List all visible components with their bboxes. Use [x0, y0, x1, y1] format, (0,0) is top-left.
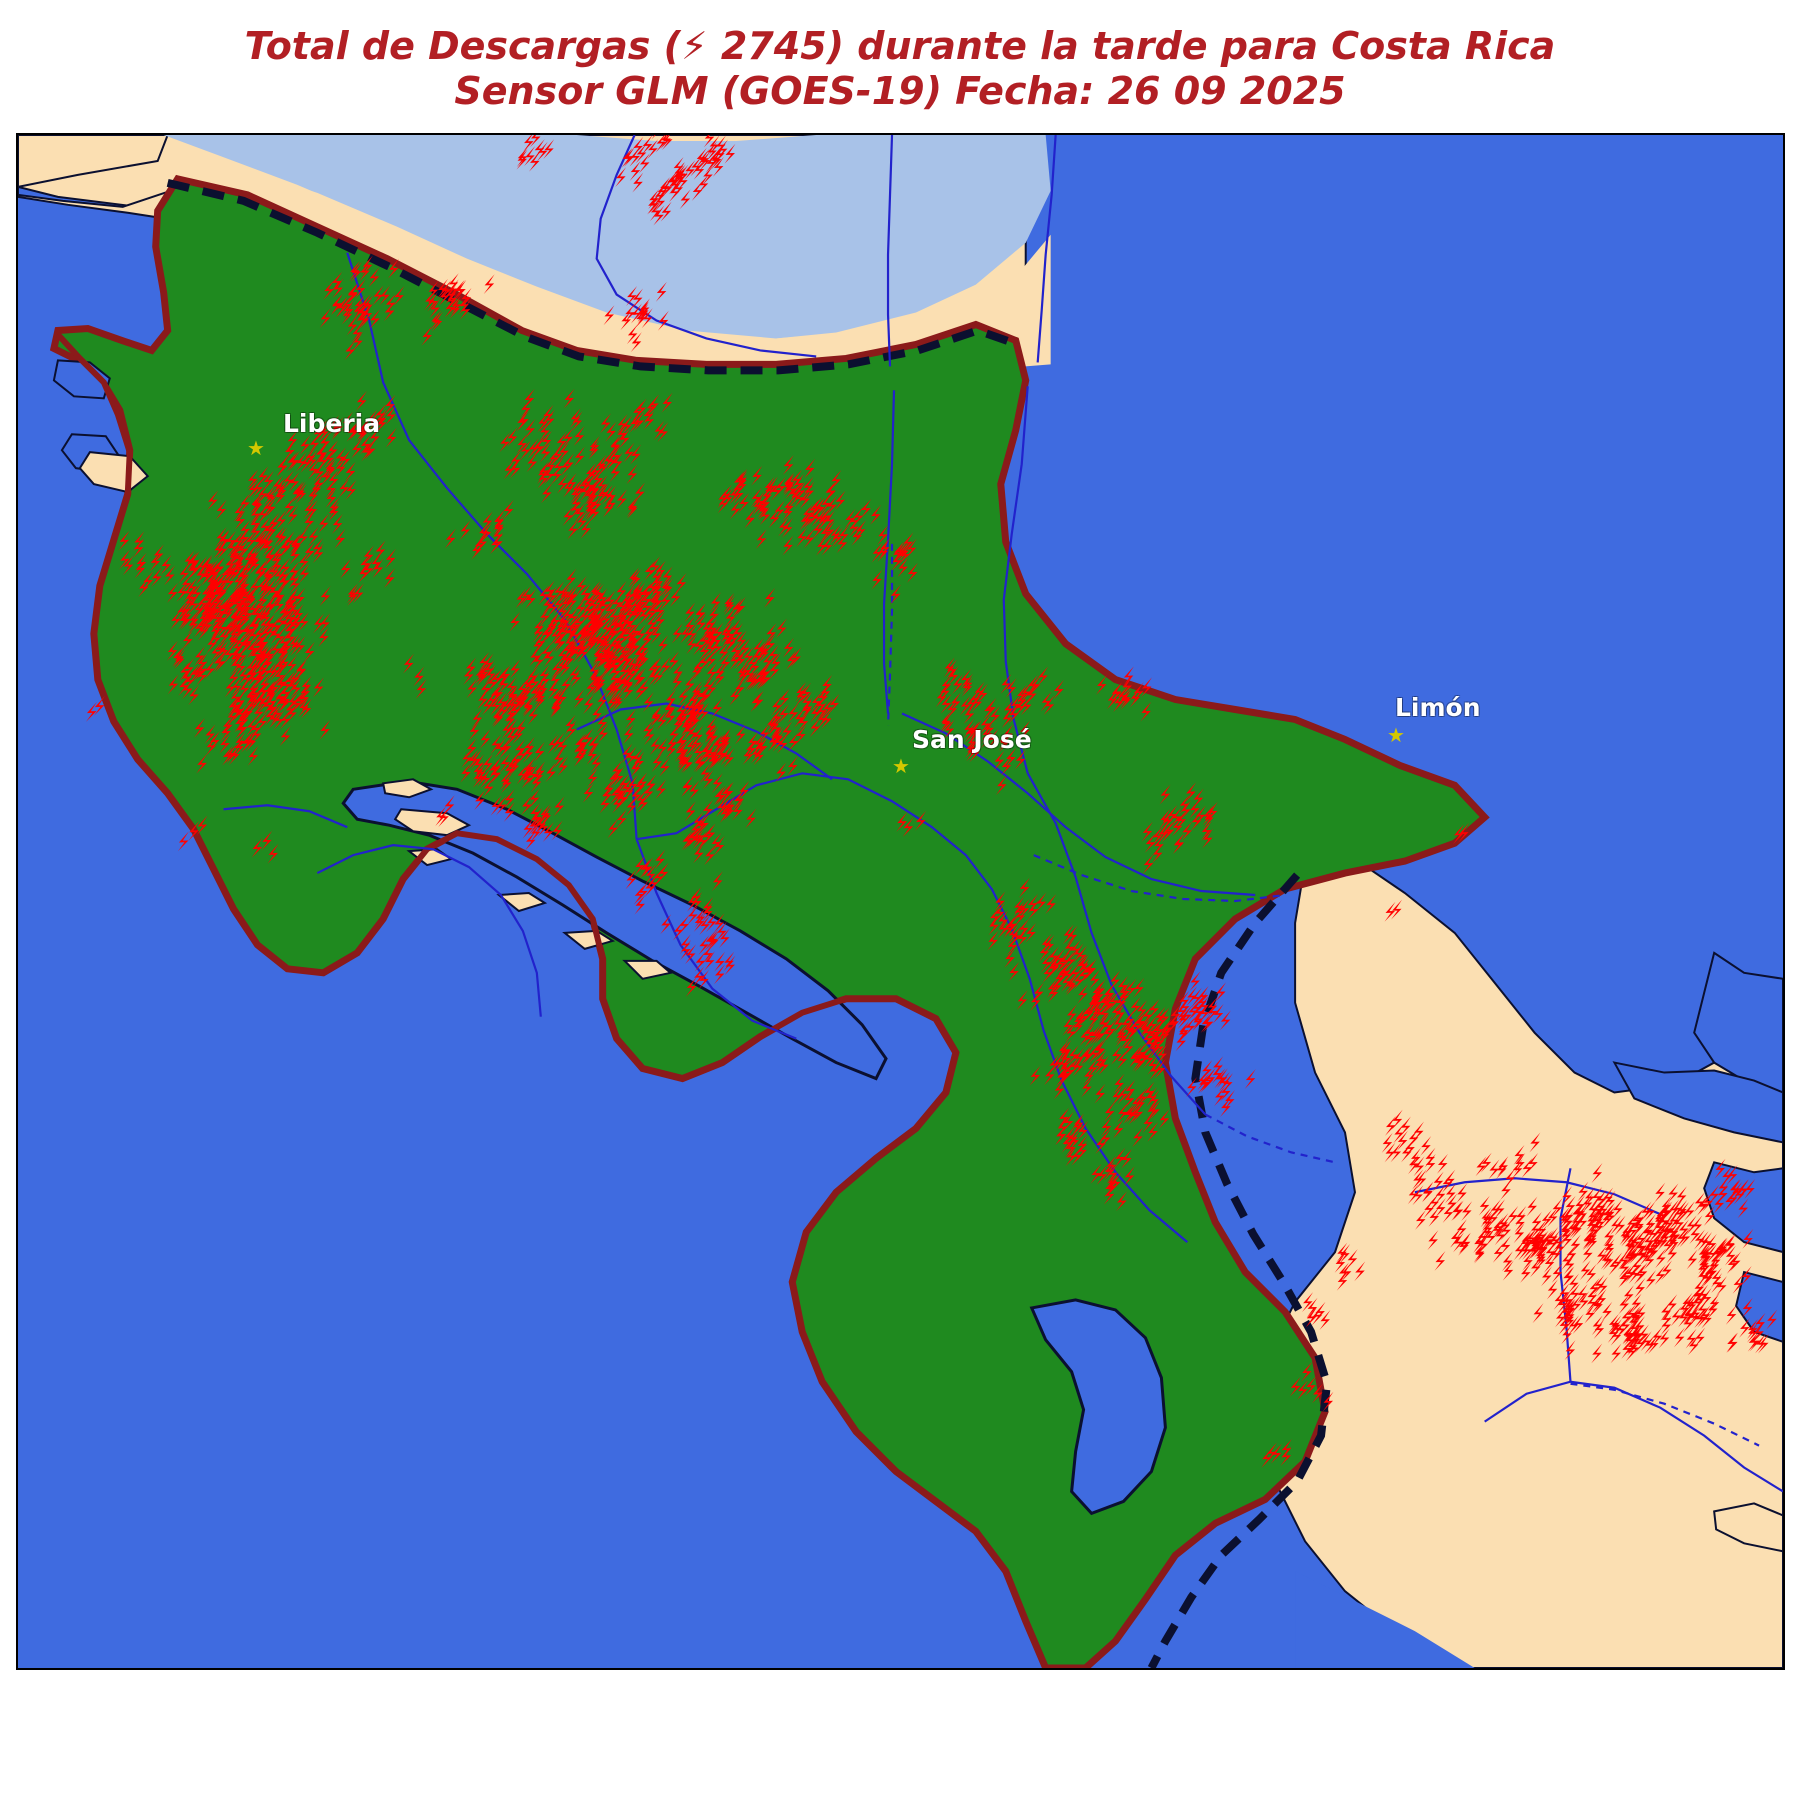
island-nicoya-6	[622, 959, 673, 980]
province-line-1	[346, 252, 638, 840]
lake-nicaragua	[163, 135, 1051, 341]
province-line-7	[1026, 772, 1207, 1116]
bay-papagayo-1	[52, 359, 111, 400]
province-line-12	[1484, 1380, 1783, 1493]
golfo-dulce	[1029, 1298, 1167, 1516]
border-costa-rica-panama[interactable]	[1147, 872, 1332, 1668]
province-line-6	[901, 712, 1256, 897]
province-line-13	[1559, 1168, 1572, 1382]
coastline-pacific	[55, 332, 1049, 1668]
province-line-14	[1414, 1177, 1661, 1216]
province-dotted-4	[1570, 1382, 1760, 1447]
province-borders-group	[223, 135, 1783, 1493]
map-canvas[interactable]: ★ Liberia ★ San José ★ Limón	[16, 133, 1785, 1670]
province-line-9	[316, 844, 542, 1017]
province-dotted-3	[1204, 1113, 1336, 1164]
chart-title: Total de Descargas (⚡ 2745) durante la t…	[0, 24, 1800, 114]
province-line-17	[1036, 135, 1057, 363]
island-nicoya-5	[562, 929, 616, 950]
province-line-2	[882, 390, 896, 714]
island-nicoya-4	[496, 892, 548, 913]
island-nicoya-2	[381, 778, 434, 799]
border-costa-rica-nicaragua[interactable]	[166, 178, 1020, 375]
land-nicaragua-southshore	[137, 160, 1051, 385]
province-line-10	[223, 804, 348, 829]
province-dotted-2	[1033, 854, 1286, 903]
province-line-8	[1010, 928, 1189, 1243]
province-borders-dotted-group	[886, 543, 1760, 1447]
ocean-panama-pacific	[1295, 1571, 1475, 1668]
province-dotted-1	[886, 543, 894, 726]
gulf-of-nicoya	[341, 779, 888, 1081]
province-line-16	[886, 135, 894, 367]
map-svg	[18, 135, 1783, 1668]
ocean-panama-inlet-2	[1612, 1061, 1783, 1144]
province-line-3	[1002, 386, 1029, 774]
title-line-2: Sensor GLM (GOES-19) Fecha: 26 09 2025	[454, 68, 1346, 113]
coastline-northwest	[155, 175, 1017, 368]
province-line-5	[576, 702, 833, 781]
province-line-15	[595, 135, 817, 358]
title-line-1: Total de Descargas (⚡ 2745) durante la t…	[244, 24, 1556, 68]
island-small-2	[1713, 1502, 1783, 1553]
province-line-4	[636, 772, 1013, 930]
coastline-caribbean	[997, 379, 1489, 892]
ocean-panama-inlet-3	[1703, 1161, 1783, 1254]
